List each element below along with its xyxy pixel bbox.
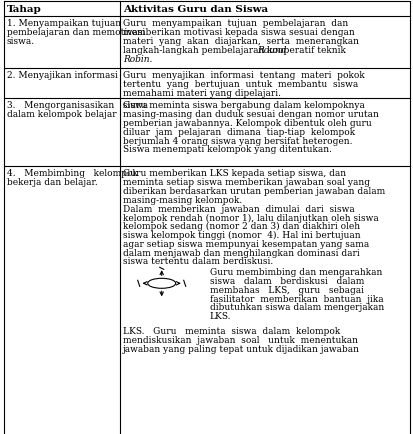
Text: Round: Round (256, 46, 286, 55)
Text: siswa.: siswa. (7, 37, 35, 46)
Text: Robin.: Robin. (122, 55, 152, 63)
Text: tertentu  yang  bertujuan  untuk  membantu  siswa: tertentu yang bertujuan untuk membantu s… (122, 80, 357, 89)
Text: Guru  menyajikan  informasi  tentang  materi  pokok: Guru menyajikan informasi tentang materi… (122, 71, 363, 80)
Text: agar setiap siswa mempunyai kesempatan yang sama: agar setiap siswa mempunyai kesempatan y… (122, 239, 368, 248)
Text: 1. Menyampaikan tujuan: 1. Menyampaikan tujuan (7, 20, 121, 29)
Text: masing-masing dan duduk sesuai dengan nomor urutan: masing-masing dan duduk sesuai dengan no… (122, 110, 377, 119)
Text: Tahap: Tahap (7, 4, 42, 13)
Text: kelompok sedang (nomor 2 dan 3) dan diakhiri oleh: kelompok sedang (nomor 2 dan 3) dan diak… (122, 222, 359, 231)
Text: diberikan berdasarkan urutan pemberian jawaban dalam: diberikan berdasarkan urutan pemberian j… (122, 187, 384, 196)
Text: diluar  jam  pelajaran  dimana  tiap-tiap  kelompok: diluar jam pelajaran dimana tiap-tiap ke… (122, 128, 354, 137)
Text: dibutuhkan siswa dalam mengerjakan: dibutuhkan siswa dalam mengerjakan (209, 303, 383, 312)
Text: 4.   Membimbing   kelompok: 4. Membimbing kelompok (7, 169, 138, 178)
Text: Siswa menempati kelompok yang ditentukan.: Siswa menempati kelompok yang ditentukan… (122, 145, 331, 154)
Text: kelompok rendah (nomor 1), lalu dilanjutkan oleh siswa: kelompok rendah (nomor 1), lalu dilanjut… (122, 213, 377, 222)
Text: bekerja dan belajar.: bekerja dan belajar. (7, 178, 97, 187)
Text: 3.   Mengorganisasikan   siswa: 3. Mengorganisasikan siswa (7, 101, 148, 110)
Text: meminta setiap siswa memberikan jawaban soal yang: meminta setiap siswa memberikan jawaban … (122, 178, 369, 187)
Text: membahas   LKS,   guru   sebagai: membahas LKS, guru sebagai (209, 285, 363, 294)
Text: langkah-langkah pembelajaran kooperatif teknik: langkah-langkah pembelajaran kooperatif … (122, 46, 348, 55)
Text: Guru memberikan LKS kepada setiap siswa, dan: Guru memberikan LKS kepada setiap siswa,… (122, 169, 345, 178)
Text: 2. Menyajikan informasi: 2. Menyajikan informasi (7, 71, 118, 80)
Text: siswa tertentu dalam berdiskusi.: siswa tertentu dalam berdiskusi. (122, 257, 272, 266)
Text: fasilitator  memberikan  bantuan  jika: fasilitator memberikan bantuan jika (209, 294, 382, 303)
Text: LKS.   Guru   meminta  siswa  dalam  kelompok: LKS. Guru meminta siswa dalam kelompok (122, 326, 339, 335)
Text: Guru meminta siswa bergabung dalam kelompoknya: Guru meminta siswa bergabung dalam kelom… (122, 101, 364, 110)
Text: LKS.: LKS. (209, 312, 230, 321)
Text: dalam kelompok belajar: dalam kelompok belajar (7, 110, 116, 119)
Text: Guru membimbing dan mengarahkan: Guru membimbing dan mengarahkan (209, 268, 381, 276)
Text: Guru  menyampaikan  tujuan  pembelajaran  dan: Guru menyampaikan tujuan pembelajaran da… (122, 20, 347, 29)
Text: Aktivitas Guru dan Siswa: Aktivitas Guru dan Siswa (122, 4, 267, 13)
Text: pemberian jawabannya. Kelompok dibentuk oleh guru: pemberian jawabannya. Kelompok dibentuk … (122, 119, 370, 128)
Text: berjumlah 4 orang siswa yang bersifat heterogen.: berjumlah 4 orang siswa yang bersifat he… (122, 136, 351, 145)
Text: siswa   dalam   berdiskusi   dalam: siswa dalam berdiskusi dalam (209, 276, 363, 286)
Text: pembelajaran dan memotivasi: pembelajaran dan memotivasi (7, 28, 145, 37)
Text: mendiskusikan  jawaban  soal   untuk  menentukan: mendiskusikan jawaban soal untuk menentu… (122, 335, 357, 344)
Text: Dalam  memberikan  jawaban  dimulai  dari  siswa: Dalam memberikan jawaban dimulai dari si… (122, 204, 354, 213)
Text: masing-masing kelompok.: masing-masing kelompok. (122, 195, 241, 204)
Text: jawaban yang paling tepat untuk dijadikan jawaban: jawaban yang paling tepat untuk dijadika… (122, 344, 359, 353)
Text: memahami materi yang dipelajari.: memahami materi yang dipelajari. (122, 89, 280, 98)
Text: siswa kelompok tinggi (nomor  4). Hal ini bertujuan: siswa kelompok tinggi (nomor 4). Hal ini… (122, 230, 359, 240)
Text: dalam menjawab dan menghilangkan dominasi dari: dalam menjawab dan menghilangkan dominas… (122, 248, 358, 257)
Text: materi  yang  akan  diajarkan,  serta  menerangkan: materi yang akan diajarkan, serta menera… (122, 37, 358, 46)
Text: memberikan motivasi kepada siswa sesuai dengan: memberikan motivasi kepada siswa sesuai … (122, 28, 354, 37)
